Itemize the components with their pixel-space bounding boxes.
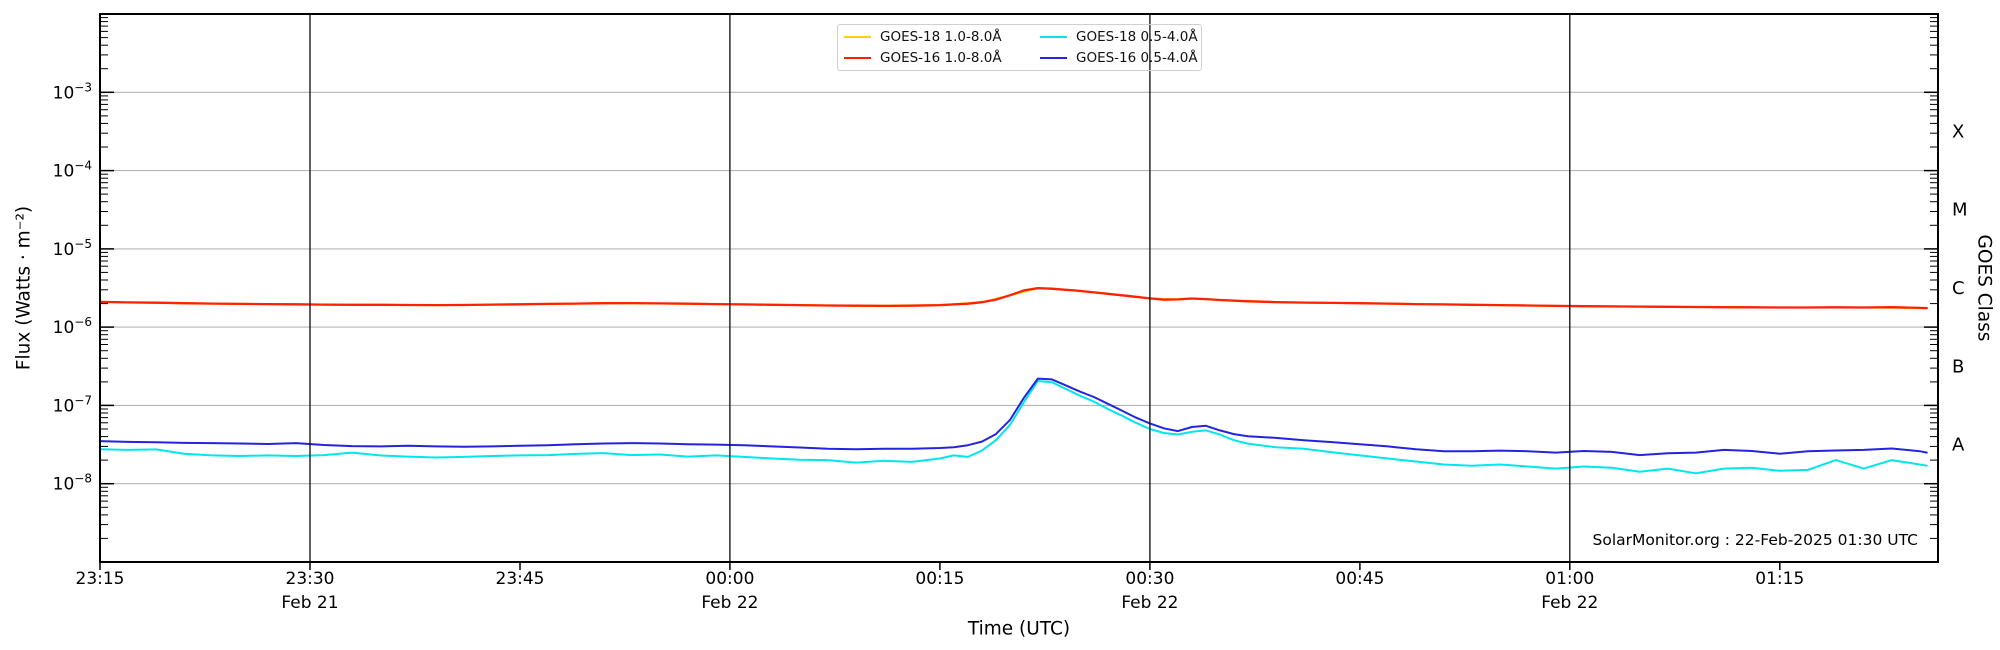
- series-goes16_long: [100, 286, 1928, 310]
- legend-line-sample-goes16-long: [844, 57, 871, 59]
- watermark-text: SolarMonitor.org : 22-Feb-2025 01:30 UTC: [1592, 531, 1918, 549]
- legend-entry: GOES-18 0.5-4.0Å: [1040, 27, 1202, 47]
- goes-class-label: C: [1952, 278, 1965, 299]
- legend: GOES-18 1.0-8.0Å GOES-18 0.5-4.0Å GOES-1…: [837, 24, 1202, 71]
- plot-frame: [99, 13, 1939, 563]
- legend-label: GOES-18 0.5-4.0Å: [1076, 29, 1198, 45]
- x-tick-date-label: Feb 22: [1121, 593, 1178, 613]
- series-goes16_short: [100, 377, 1928, 457]
- x-tick-label: 01:15: [1755, 569, 1804, 589]
- x-tick-label: 23:45: [496, 569, 545, 589]
- series-goes18_short: [100, 380, 1928, 475]
- y-tick-label: 10−3: [53, 80, 92, 103]
- x-tick-date-label: Feb 21: [281, 593, 338, 613]
- legend-entry: GOES-18 1.0-8.0Å: [844, 27, 1040, 47]
- goes-class-label: X: [1952, 121, 1964, 142]
- x-tick-label: 23:15: [76, 569, 125, 589]
- goes-class-label: M: [1952, 200, 1968, 221]
- legend-label: GOES-16 1.0-8.0Å: [880, 50, 1002, 66]
- y-axis-title: Flux (Watts · m⁻²): [13, 205, 35, 371]
- x-tick-label: 00:45: [1335, 569, 1384, 589]
- y-tick-label: 10−5: [53, 237, 92, 260]
- plot-border: [99, 13, 1939, 563]
- x-axis-title: Time (UTC): [967, 618, 1071, 640]
- x-tick-label: 00:30: [1125, 569, 1174, 589]
- x-tick-label: 00:00: [705, 569, 754, 589]
- goes-class-label: B: [1952, 356, 1964, 377]
- x-tick-label: 00:15: [915, 569, 964, 589]
- y-tick-label: 10−8: [53, 472, 92, 495]
- gridlines: [100, 91, 1938, 485]
- y-tick-label: 10−6: [53, 315, 92, 338]
- axis-tick-labels: 10−3 10−4 10−5 10−6 10−7 10−8 X M C B A 23:15 23:30 F…: [53, 80, 1968, 613]
- y-tick-label: 10−4: [53, 159, 92, 182]
- flux-series: [100, 286, 1928, 475]
- x-tick-label: 23:30: [286, 569, 335, 589]
- x-tick-date-label: Feb 22: [701, 593, 758, 613]
- axis-ticks: [99, 17, 1937, 570]
- legend-entry: GOES-16 1.0-8.0Å: [844, 48, 1040, 68]
- right-axis-title: GOES Class: [1973, 234, 1995, 342]
- time-marker-lines: [309, 14, 1571, 562]
- goes-class-label: A: [1952, 435, 1965, 456]
- legend-label: GOES-16 0.5-4.0Å: [1076, 50, 1198, 66]
- x-tick-label: 01:00: [1545, 569, 1594, 589]
- legend-line-sample-goes18-short: [1040, 36, 1067, 38]
- legend-entry: GOES-16 0.5-4.0Å: [1040, 48, 1202, 68]
- legend-line-sample-goes18-long: [844, 36, 871, 38]
- legend-line-sample-goes16-short: [1040, 57, 1067, 59]
- x-tick-date-label: Feb 22: [1541, 593, 1598, 613]
- legend-label: GOES-18 1.0-8.0Å: [880, 29, 1002, 45]
- y-tick-label: 10−7: [53, 393, 92, 416]
